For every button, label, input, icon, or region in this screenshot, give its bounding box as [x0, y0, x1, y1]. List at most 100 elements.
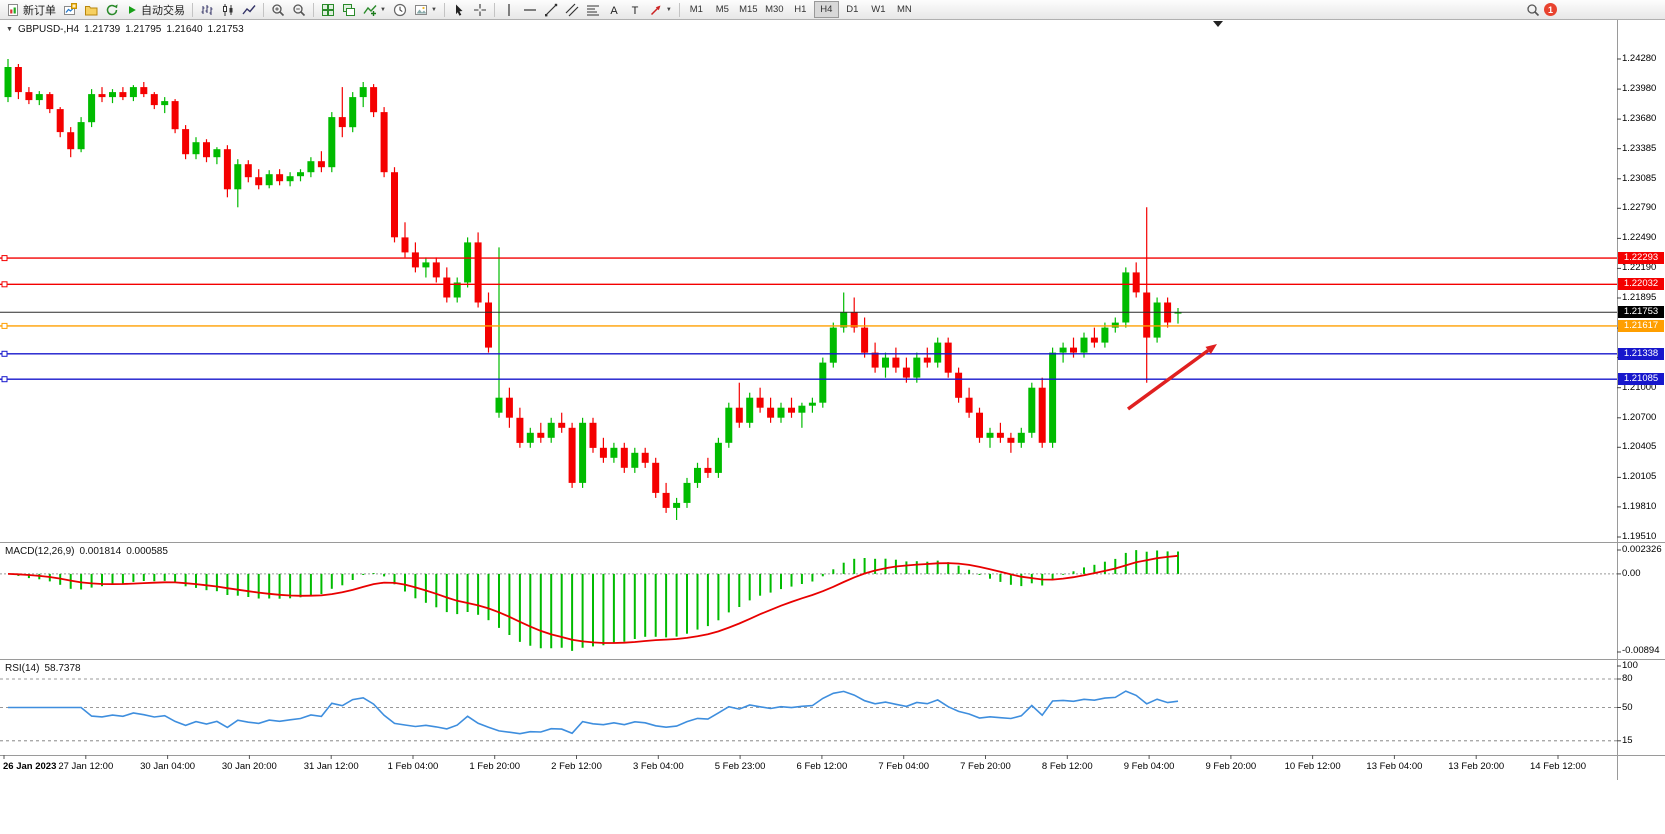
- label-tool-button[interactable]: T: [625, 1, 645, 18]
- symbol-period-label: GBPUSD-,H4: [17, 24, 80, 35]
- arrows-icon: [650, 5, 661, 15]
- channel-button[interactable]: [562, 1, 582, 18]
- rsi-line: [8, 690, 1179, 735]
- horizontal-line-icon: [523, 8, 536, 11]
- chart-shift-marker[interactable]: [1213, 21, 1223, 27]
- fibonacci-button[interactable]: [583, 1, 603, 18]
- zoom-out-icon: [293, 3, 306, 16]
- rsi-panel: [0, 665, 1621, 742]
- new-chart-icon: [64, 2, 77, 15]
- line-left-handle[interactable]: [1, 322, 8, 329]
- ohlc-high: 1.21795: [125, 24, 162, 35]
- screenshot-button[interactable]: ▼: [411, 1, 440, 18]
- new-chart-button[interactable]: [60, 1, 80, 18]
- vertical-line-button[interactable]: [499, 1, 519, 18]
- macd-panel: [0, 549, 1621, 653]
- chevron-down-icon: ▼: [430, 6, 437, 13]
- line-left-handle[interactable]: [1, 281, 8, 288]
- refresh-button[interactable]: [102, 1, 122, 18]
- collapse-arrow-icon[interactable]: ▼: [6, 26, 13, 33]
- tile-windows-button[interactable]: [318, 1, 338, 18]
- chevron-down-icon: ▼: [380, 6, 386, 13]
- horizontal-line-button[interactable]: [520, 1, 540, 18]
- timeframe-button-h4[interactable]: H4: [813, 1, 839, 18]
- line-chart-button[interactable]: [239, 1, 259, 18]
- cascade-windows-icon: [343, 3, 355, 16]
- cursor-button[interactable]: [449, 1, 469, 18]
- crosshair-icon: [473, 3, 486, 16]
- label-icon: T: [632, 5, 639, 17]
- toolbar-separator: [263, 2, 264, 17]
- text-icon: A: [610, 5, 618, 17]
- svg-text:A: A: [610, 5, 618, 17]
- time-axis: [3, 755, 1559, 759]
- chevron-down-icon: ▼: [665, 6, 672, 13]
- toolbar-separator: [678, 2, 680, 17]
- line-left-handle[interactable]: [1, 350, 8, 357]
- vertical-line-icon: [508, 3, 510, 16]
- auto-trading-button[interactable]: 自动交易: [123, 1, 188, 18]
- toolbar-separator: [192, 2, 193, 17]
- macd-label: MACD(12,26,9) 0.001814 0.000585: [5, 546, 173, 557]
- ohlc-close: 1.21753: [207, 24, 244, 35]
- ohlc-open: 1.21739: [84, 24, 121, 35]
- ohlc-low: 1.21640: [166, 24, 203, 35]
- rsi-name: RSI(14): [5, 663, 40, 674]
- cascade-windows-button[interactable]: [339, 1, 359, 18]
- chart-title: ▼ GBPUSD-,H4 1.21739 1.21795 1.21640 1.21753: [6, 24, 249, 35]
- auto-trading-label: 自动交易: [141, 4, 185, 17]
- tile-windows-icon: [322, 3, 334, 16]
- timeframe-button-h1[interactable]: H1: [788, 1, 813, 18]
- profiles-button[interactable]: [81, 1, 101, 18]
- profiles-icon: [85, 5, 98, 15]
- trendline-button[interactable]: [541, 1, 561, 18]
- timeframe-button-m15[interactable]: M15: [736, 1, 761, 18]
- candlesticks-icon: [223, 3, 233, 16]
- timeframe-button-m30[interactable]: M30: [762, 1, 787, 18]
- macd-signal-line: [7, 554, 1179, 644]
- rsi-label: RSI(14) 58.7378: [5, 663, 86, 674]
- candlesticks-button[interactable]: [218, 1, 238, 18]
- new-order-icon: [8, 3, 18, 16]
- new-order-button[interactable]: 新订单: [3, 1, 59, 18]
- timeframe-button-m1[interactable]: M1: [684, 1, 709, 18]
- timeframe-group: M1 M5 M15 M30 H1 H4 D1 W1 MN: [684, 1, 917, 18]
- text-tool-button[interactable]: A: [604, 1, 624, 18]
- bar-chart-button[interactable]: [197, 1, 217, 18]
- picture-icon: [414, 4, 427, 15]
- zoom-in-button[interactable]: [268, 1, 288, 18]
- clock-button[interactable]: [390, 1, 410, 18]
- cursor-icon: [455, 4, 463, 16]
- indicators-button[interactable]: ▼: [360, 1, 389, 18]
- timeframe-button-mn[interactable]: MN: [892, 1, 917, 18]
- trend-arrow-annotation[interactable]: [1126, 344, 1217, 411]
- crosshair-button[interactable]: [470, 1, 490, 18]
- trendline-icon: [544, 3, 558, 16]
- bar-chart-icon: [201, 4, 213, 15]
- fibonacci-icon: [586, 5, 599, 15]
- toolbar-separator: [443, 2, 445, 17]
- line-left-handle[interactable]: [1, 376, 8, 383]
- search-icon: [1527, 3, 1540, 16]
- arrows-tool-button[interactable]: ▼: [646, 1, 675, 18]
- zoom-out-button[interactable]: [289, 1, 309, 18]
- rsi-value: 58.7378: [44, 663, 81, 674]
- svg-text:T: T: [632, 5, 639, 17]
- new-order-label: 新订单: [23, 4, 56, 17]
- zoom-in-icon: [272, 3, 285, 16]
- notification-badge[interactable]: 1: [1544, 3, 1557, 16]
- macd-value-main: 0.001814: [79, 546, 122, 557]
- timeframe-button-m5[interactable]: M5: [710, 1, 735, 18]
- indicators-icon: [363, 4, 377, 16]
- macd-value-signal: 0.000585: [126, 546, 168, 557]
- timeframe-button-d1[interactable]: D1: [840, 1, 865, 18]
- line-left-handle[interactable]: [1, 255, 8, 262]
- toolbar: 新订单 自动交易 ▼ ▼ A T ▼ M1 M5 M15 M3: [0, 0, 1665, 20]
- auto-trading-icon: [129, 5, 136, 14]
- search-button[interactable]: [1523, 1, 1543, 18]
- toolbar-separator: [313, 2, 314, 17]
- toolbar-separator: [493, 2, 495, 17]
- timeframe-button-w1[interactable]: W1: [866, 1, 891, 18]
